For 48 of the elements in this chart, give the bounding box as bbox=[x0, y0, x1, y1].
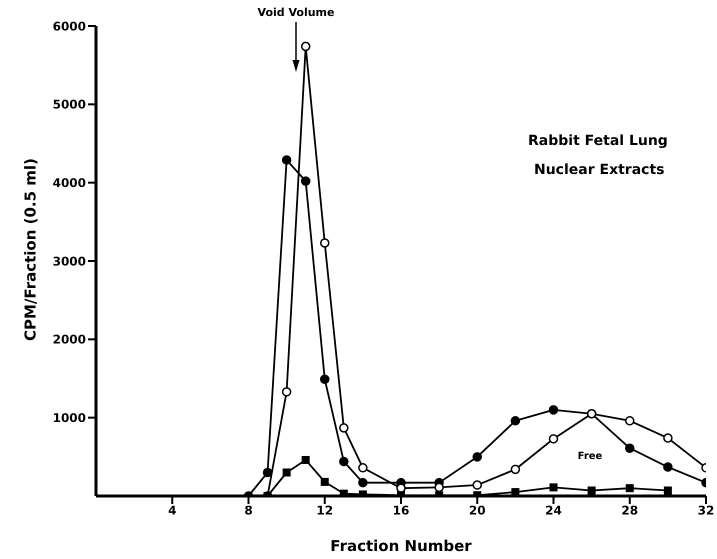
point bbox=[262, 468, 272, 478]
x-tick-label: 20 bbox=[468, 504, 486, 518]
y-tick-label: 3000 bbox=[52, 254, 86, 268]
point bbox=[510, 464, 520, 474]
y-tick-label: 4000 bbox=[52, 176, 86, 190]
x-axis-title: Fraction Number bbox=[330, 537, 472, 555]
text: Rabbit Fetal Lung Nuclear Extracts bbox=[528, 133, 668, 178]
point bbox=[625, 443, 634, 453]
point bbox=[358, 478, 368, 488]
x-tick-label: 4 bbox=[168, 504, 176, 518]
point bbox=[300, 176, 310, 186]
point bbox=[320, 478, 329, 486]
point bbox=[282, 468, 291, 476]
point bbox=[282, 155, 292, 165]
x-tick-label: 32 bbox=[698, 504, 714, 518]
x-tick-label: 8 bbox=[244, 504, 253, 518]
point bbox=[302, 456, 310, 464]
point bbox=[550, 483, 558, 492]
point bbox=[510, 416, 520, 426]
text: Void Volume bbox=[258, 6, 334, 19]
point bbox=[282, 387, 292, 397]
point bbox=[472, 452, 482, 462]
y-axis-title: CPM/Fraction (0.5 ml) bbox=[21, 158, 40, 341]
point bbox=[625, 416, 634, 426]
point bbox=[320, 374, 330, 384]
y-tick-label: 2000 bbox=[52, 332, 86, 347]
point bbox=[472, 480, 482, 490]
x-tick-label: 12 bbox=[316, 504, 334, 518]
point bbox=[588, 486, 596, 495]
point bbox=[300, 42, 310, 52]
annotation: Free bbox=[578, 451, 603, 462]
point bbox=[663, 462, 673, 472]
point bbox=[339, 456, 349, 466]
point bbox=[320, 238, 330, 248]
x-tick-label: 16 bbox=[392, 504, 410, 518]
point bbox=[548, 405, 558, 415]
point bbox=[548, 434, 558, 444]
x-tick-label: 28 bbox=[621, 504, 638, 518]
y-tick-label: 1000 bbox=[52, 410, 86, 425]
point bbox=[663, 433, 673, 443]
x-tick-label: 24 bbox=[545, 504, 562, 518]
point bbox=[664, 486, 672, 495]
point bbox=[434, 482, 444, 492]
y-tick-label: 5000 bbox=[52, 98, 86, 112]
point bbox=[339, 423, 349, 433]
point bbox=[626, 484, 634, 492]
y-tick-label: 6000 bbox=[52, 19, 86, 34]
point bbox=[358, 463, 368, 473]
